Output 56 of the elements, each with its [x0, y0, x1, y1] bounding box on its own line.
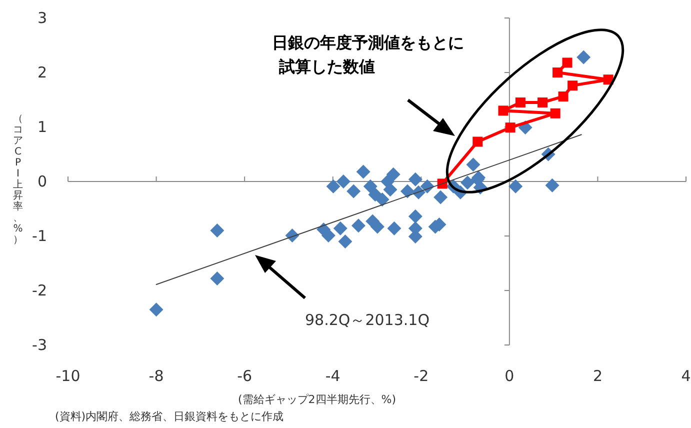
point [149, 302, 164, 317]
point [562, 58, 572, 68]
point [326, 179, 340, 194]
point [460, 176, 474, 190]
point [338, 234, 352, 248]
point [498, 106, 508, 116]
point [515, 97, 526, 108]
point [346, 184, 361, 198]
x-tick-label: -2 [414, 367, 429, 385]
x-tick-label: -4 [325, 367, 340, 385]
point [210, 272, 224, 286]
point [434, 190, 448, 204]
point [210, 224, 224, 238]
point [558, 91, 568, 102]
annotation: 98.2Q～2013.1Q [305, 311, 430, 329]
text: （コアCPI上昇率、%） [13, 114, 23, 246]
point [550, 108, 560, 118]
y-tick-label: -1 [32, 227, 47, 245]
point [408, 209, 422, 224]
x-tick-label: 0 [504, 367, 514, 385]
point [370, 220, 384, 234]
x-tick-label: -6 [237, 367, 252, 385]
point [505, 122, 516, 133]
point [351, 218, 366, 233]
point [472, 136, 483, 147]
y-tick-label: 1 [37, 118, 47, 136]
point [545, 178, 560, 192]
point [321, 228, 336, 242]
point [538, 97, 548, 108]
point [466, 158, 480, 172]
x-tick-label: -10 [56, 367, 80, 385]
y-tick-label: -3 [32, 336, 47, 354]
point [386, 167, 400, 182]
point [383, 182, 398, 197]
point [356, 164, 370, 179]
point [576, 50, 591, 64]
point [552, 68, 563, 78]
point [400, 184, 414, 198]
point [333, 221, 348, 236]
point [568, 80, 578, 91]
x-axis-title: (需給ギャップ2四半期先行、%) [238, 393, 396, 406]
annotation: 日銀の年度予測値をもとに試算した数値 [272, 33, 464, 76]
text: (資料)内閣府、総務省、日銀資料をもとに作成 [55, 410, 284, 423]
point [375, 192, 390, 206]
point [387, 221, 402, 236]
point [336, 174, 350, 188]
y-tick-label: 0 [37, 172, 47, 190]
x-tick-label: -8 [148, 367, 164, 385]
x-tick-label: 4 [681, 367, 691, 385]
y-tick-label: -2 [32, 282, 47, 300]
point [363, 179, 378, 194]
y-tick-label: 3 [37, 9, 47, 27]
point [508, 179, 523, 194]
x-tick-label: 2 [592, 367, 602, 385]
y-tick-label: 2 [37, 64, 47, 82]
point [408, 172, 422, 186]
